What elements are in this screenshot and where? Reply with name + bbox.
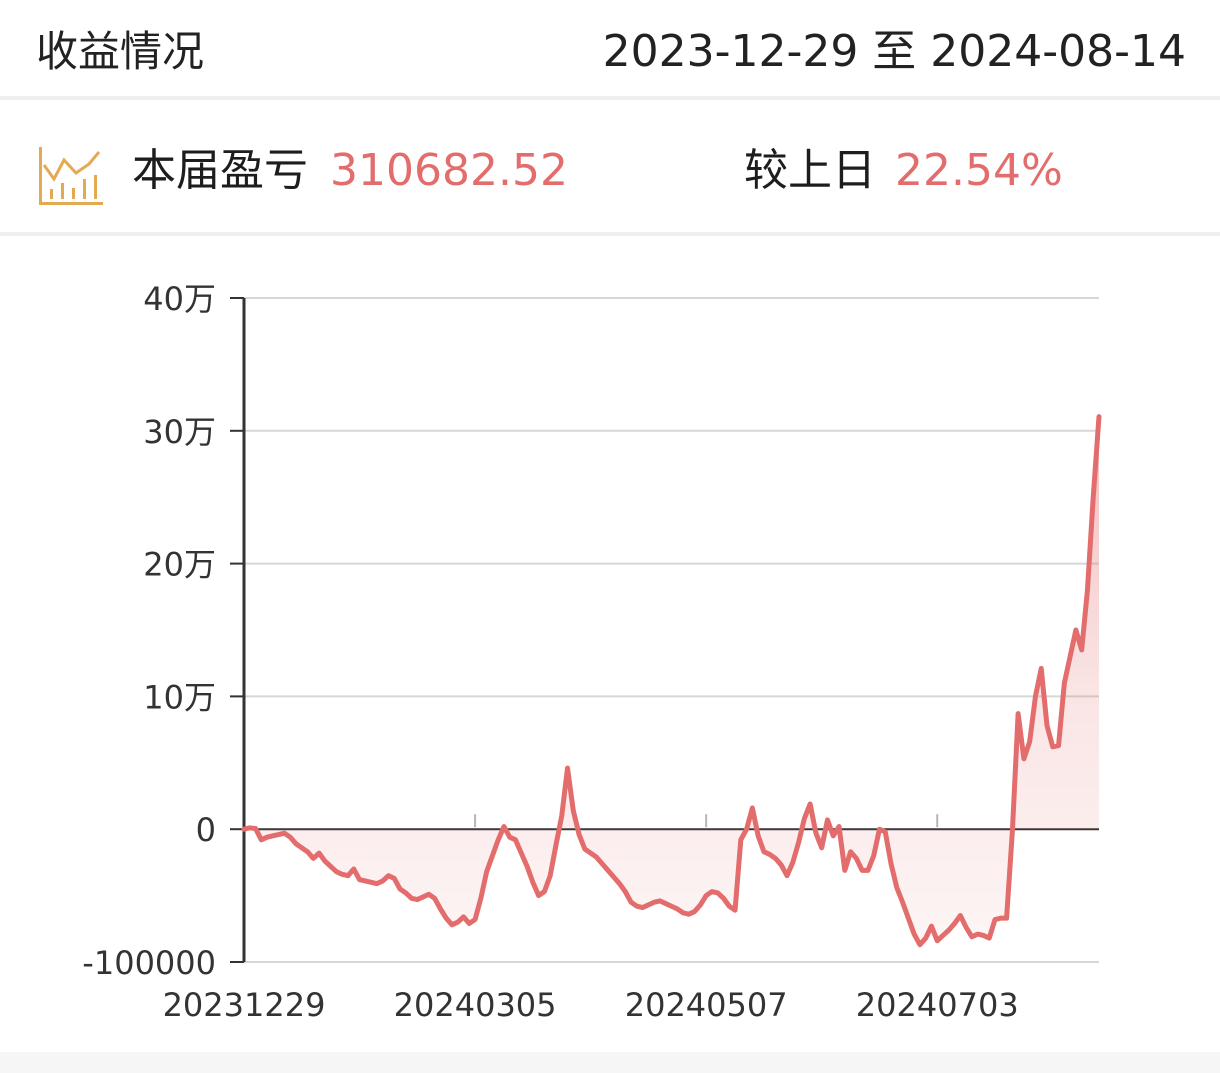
compare-value: 22.54% [895,145,1063,196]
pnl-value: 310682.52 [330,145,568,196]
compare-label: 较上日 [744,145,876,196]
date-range[interactable]: 2023-12-29 至 2024-08-14 [602,26,1186,77]
y-tick-label: 20万 [143,546,216,584]
x-tick-label: 20240507 [625,986,788,1024]
earnings-header: 收益情况 2023-12-29 至 2024-08-14 [0,0,1220,100]
profit-series-line [241,414,1102,948]
bottom-strip [0,1052,1220,1073]
y-tick-label: 0 [196,811,216,849]
x-tick-label: 20240703 [856,986,1019,1024]
y-tick-label: 30万 [143,413,216,451]
page-title: 收益情况 [36,27,205,76]
y-tick-label: 40万 [143,280,216,318]
profit-chart-panel: 40万 30万 20万 10万 0 -100000 20231229 20240305 2024… [0,236,1220,1052]
bar-chart-icon [39,147,103,205]
profit-summary: 本届盈亏 310682.52 较上日 22.54% [0,100,1220,236]
profit-area-fill [244,416,1099,945]
x-tick-label: 20240305 [394,986,557,1024]
y-tick-label: -100000 [82,944,216,982]
pnl-label: 本届盈亏 [132,145,308,196]
y-tick-label: 10万 [143,678,216,716]
x-tick-label: 20231229 [163,986,326,1024]
profit-area-chart: 40万 30万 20万 10万 0 -100000 20231229 20240305 2024… [82,280,1102,1024]
